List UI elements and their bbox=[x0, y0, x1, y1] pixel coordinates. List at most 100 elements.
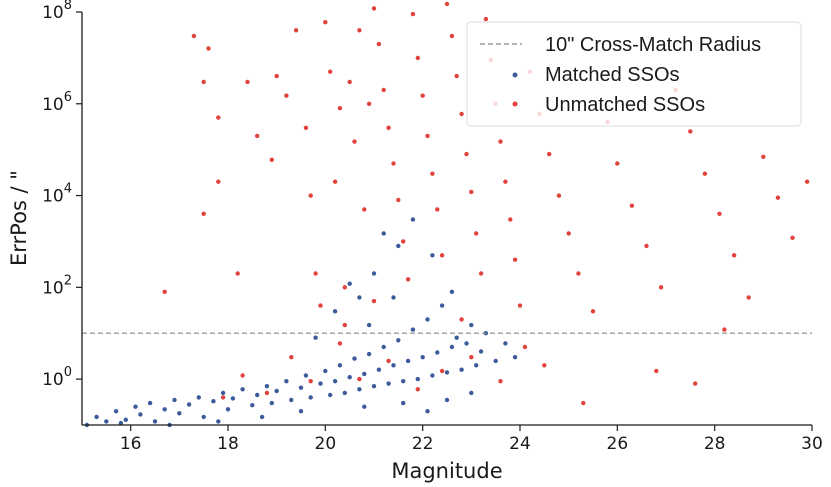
matched-point bbox=[474, 363, 479, 368]
matched-point bbox=[186, 402, 192, 407]
matched-point bbox=[464, 341, 469, 346]
unmatched-point bbox=[474, 231, 479, 236]
matched-point bbox=[152, 419, 158, 424]
unmatched-point bbox=[731, 253, 737, 258]
unmatched-point bbox=[342, 322, 347, 328]
y-tick-label: 104 bbox=[42, 182, 72, 207]
matched-point bbox=[230, 396, 236, 401]
unmatched-point bbox=[352, 139, 357, 144]
matched-point bbox=[371, 384, 377, 389]
unmatched-point bbox=[629, 203, 635, 208]
matched-point bbox=[459, 367, 464, 372]
unmatched-point bbox=[688, 129, 693, 134]
matched-point bbox=[401, 400, 406, 406]
unmatched-point bbox=[308, 379, 313, 384]
matched-point bbox=[347, 281, 352, 286]
unmatched-point bbox=[469, 189, 474, 195]
unmatched-point bbox=[746, 295, 751, 300]
matched-point bbox=[430, 253, 435, 258]
matched-point bbox=[298, 409, 304, 414]
legend-label-matched: Matched SSOs bbox=[545, 64, 680, 86]
matched-point bbox=[357, 295, 362, 300]
unmatched-point bbox=[328, 69, 333, 74]
unmatched-point bbox=[206, 46, 211, 51]
legend-label-unmatched: Unmatched SSOs bbox=[545, 94, 705, 116]
matched-point bbox=[376, 367, 382, 372]
unmatched-point bbox=[454, 73, 459, 79]
y-tick-label: 106 bbox=[42, 90, 72, 115]
matched-point bbox=[313, 335, 318, 340]
unmatched-point bbox=[790, 235, 795, 240]
matched-point bbox=[435, 350, 440, 355]
unmatched-point bbox=[220, 395, 226, 400]
x-tick-label: 24 bbox=[509, 434, 531, 454]
y-tick-label: 102 bbox=[42, 273, 72, 298]
unmatched-point bbox=[717, 211, 722, 216]
matched-point bbox=[147, 400, 153, 406]
unmatched-point bbox=[284, 93, 289, 98]
matched-point bbox=[425, 317, 430, 322]
unmatched-point bbox=[303, 125, 309, 130]
matched-point bbox=[274, 388, 279, 394]
unmatched-point bbox=[464, 151, 469, 157]
unmatched-point bbox=[410, 11, 416, 17]
matched-point bbox=[104, 419, 109, 424]
matched-point bbox=[347, 375, 352, 380]
unmatched-point bbox=[357, 28, 362, 33]
unmatched-point bbox=[201, 211, 206, 216]
matched-point bbox=[172, 397, 177, 403]
unmatched-point bbox=[264, 390, 270, 396]
unmatched-point bbox=[371, 298, 377, 304]
legend-swatch-matched bbox=[512, 72, 518, 78]
unmatched-point bbox=[804, 179, 810, 184]
unmatched-point bbox=[371, 6, 377, 11]
unmatched-point bbox=[255, 133, 260, 139]
unmatched-point bbox=[547, 151, 552, 157]
unmatched-point bbox=[658, 285, 664, 290]
matched-point bbox=[381, 231, 386, 236]
unmatched-point bbox=[435, 207, 440, 212]
matched-point bbox=[250, 403, 255, 408]
unmatched-point bbox=[522, 344, 528, 350]
unmatched-point bbox=[459, 111, 464, 117]
matched-point bbox=[444, 370, 450, 375]
matched-point bbox=[298, 385, 304, 390]
matched-point bbox=[323, 368, 328, 374]
matched-point bbox=[196, 395, 201, 400]
matched-point bbox=[503, 341, 508, 346]
unmatched-point bbox=[542, 363, 547, 368]
y-tick-label: 100 bbox=[42, 365, 72, 390]
matched-point bbox=[303, 373, 309, 378]
unmatched-point bbox=[235, 271, 240, 276]
matched-point bbox=[512, 355, 518, 360]
unmatched-point bbox=[191, 33, 197, 39]
matched-point bbox=[415, 376, 420, 382]
matched-point bbox=[366, 351, 372, 357]
unmatched-point bbox=[459, 317, 464, 322]
legend-box bbox=[466, 21, 802, 127]
matched-point bbox=[289, 397, 294, 403]
matched-point bbox=[449, 344, 455, 350]
matched-point bbox=[410, 217, 416, 222]
unmatched-point bbox=[581, 400, 586, 406]
matched-point bbox=[362, 371, 367, 377]
unmatched-point bbox=[425, 133, 430, 139]
unmatched-point bbox=[483, 16, 489, 22]
unmatched-point bbox=[376, 41, 382, 47]
matched-point bbox=[113, 409, 119, 414]
y-tick-label: 108 bbox=[42, 0, 72, 23]
unmatched-point bbox=[590, 309, 596, 314]
unmatched-point bbox=[274, 73, 279, 79]
unmatched-point bbox=[415, 55, 420, 61]
matched-point bbox=[225, 407, 231, 412]
legend: 10" Cross-Match Radius Matched SSOs Unma… bbox=[466, 21, 802, 127]
unmatched-point bbox=[439, 253, 445, 258]
matched-point bbox=[255, 392, 260, 398]
unmatched-point bbox=[216, 115, 221, 120]
unmatched-point bbox=[240, 373, 245, 378]
unmatched-point bbox=[381, 87, 386, 93]
matched-point bbox=[269, 400, 274, 406]
matched-point bbox=[133, 404, 138, 409]
unmatched-point bbox=[216, 179, 221, 184]
